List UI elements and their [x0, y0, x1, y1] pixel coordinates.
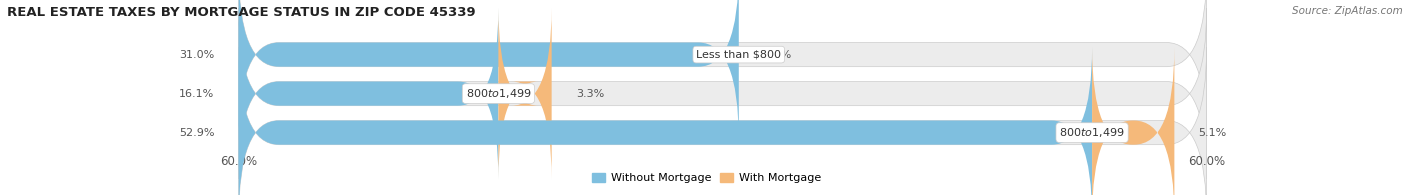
Text: 52.9%: 52.9% [179, 128, 215, 138]
Text: REAL ESTATE TAXES BY MORTGAGE STATUS IN ZIP CODE 45339: REAL ESTATE TAXES BY MORTGAGE STATUS IN … [7, 6, 475, 19]
FancyBboxPatch shape [239, 47, 1206, 195]
FancyBboxPatch shape [239, 8, 1206, 179]
Text: Less than $800: Less than $800 [696, 50, 782, 60]
FancyBboxPatch shape [239, 47, 1092, 195]
FancyBboxPatch shape [1092, 47, 1174, 195]
Text: Source: ZipAtlas.com: Source: ZipAtlas.com [1292, 6, 1403, 16]
FancyBboxPatch shape [239, 0, 738, 140]
Text: 0.0%: 0.0% [763, 50, 792, 60]
FancyBboxPatch shape [239, 0, 1206, 140]
Text: $800 to $1,499: $800 to $1,499 [465, 87, 531, 100]
FancyBboxPatch shape [239, 8, 498, 179]
Legend: Without Mortgage, With Mortgage: Without Mortgage, With Mortgage [588, 168, 825, 188]
Text: $800 to $1,499: $800 to $1,499 [1059, 126, 1125, 139]
FancyBboxPatch shape [498, 8, 551, 179]
Text: 5.1%: 5.1% [1198, 128, 1227, 138]
Text: 16.1%: 16.1% [179, 89, 215, 99]
Text: 3.3%: 3.3% [576, 89, 605, 99]
Text: 31.0%: 31.0% [179, 50, 215, 60]
